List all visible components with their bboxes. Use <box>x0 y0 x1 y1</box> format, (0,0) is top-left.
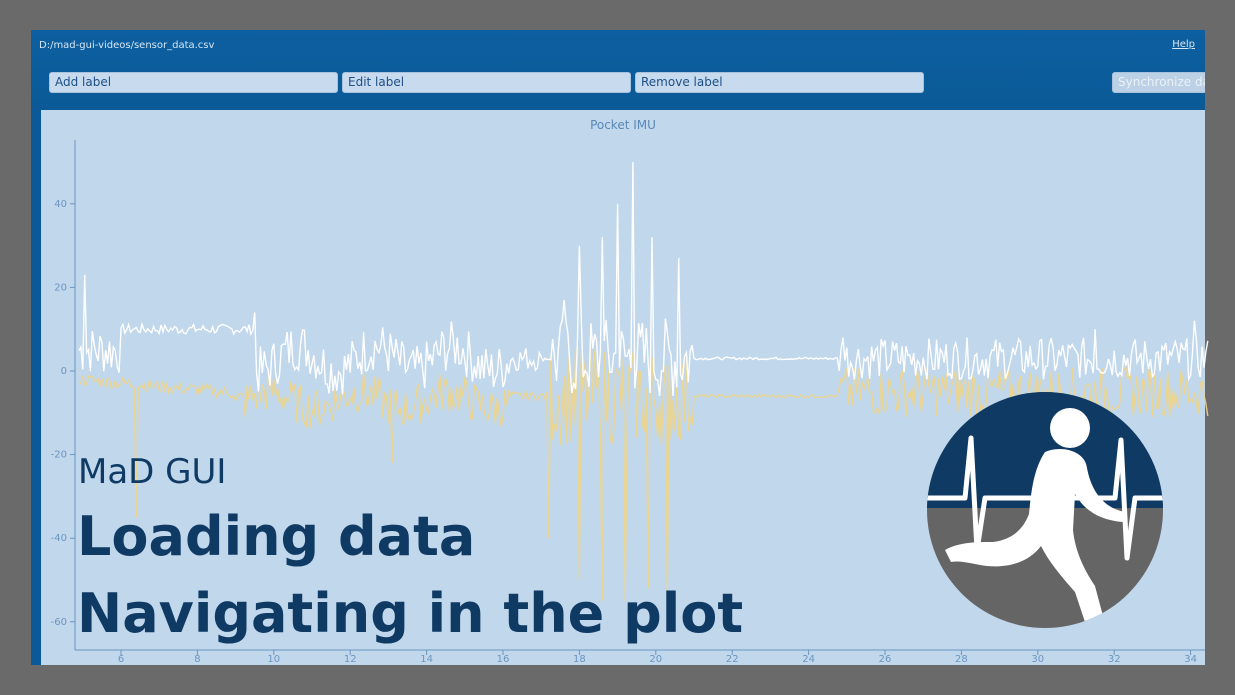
add-label-button[interactable]: Add label <box>49 72 338 93</box>
overlay-title-line2: Navigating in the plot <box>77 582 744 645</box>
toolbar-header: D:/mad-gui-videos/sensor_data.csv Help A… <box>31 30 1205 110</box>
overlay-subtitle: MaD GUI <box>78 452 227 492</box>
overlay-title-line1: Loading data <box>77 505 476 568</box>
remove-label-button[interactable]: Remove label <box>635 72 924 93</box>
edit-label-button[interactable]: Edit label <box>342 72 631 93</box>
synchronize-data-button[interactable]: Synchronize dat <box>1112 72 1205 93</box>
runner-heartbeat-logo-icon <box>927 392 1163 628</box>
file-path: D:/mad-gui-videos/sensor_data.csv <box>39 40 215 51</box>
plot-title: Pocket IMU <box>590 118 656 132</box>
help-link[interactable]: Help <box>1172 39 1195 50</box>
